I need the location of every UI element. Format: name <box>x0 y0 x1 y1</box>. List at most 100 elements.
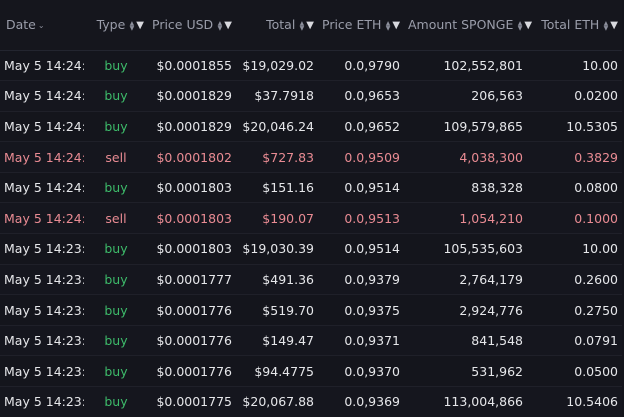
price-eth-cell: 0.0,9369 <box>318 386 404 417</box>
type-cell: sell <box>84 202 148 235</box>
table-row[interactable]: May 5 14:23:11buy$0.0001776$94.47750.0,9… <box>0 355 622 388</box>
sort-icon[interactable]: ▲ ▼ <box>385 19 391 32</box>
filter-icon[interactable]: ▼ <box>610 19 618 31</box>
price-eth-cell: 0.0,9370 <box>318 355 404 388</box>
total-eth-cell: 0.0800 <box>527 172 622 204</box>
filter-icon[interactable]: ▼ <box>524 19 533 31</box>
table-row[interactable]: May 5 14:24:47buy$0.0001829$37.79180.0,9… <box>0 80 622 112</box>
amount-cell: 105,535,603 <box>404 233 527 265</box>
column-header-amount[interactable]: Amount SPONGE ▲ ▼ ▼ <box>404 0 532 51</box>
amount-cell: 1,054,210 <box>404 202 527 235</box>
date-cell: May 5 14:24:47 <box>0 111 84 143</box>
price-eth-cell: 0.0,9379 <box>318 264 404 296</box>
total-eth-cell: 10.00 <box>527 233 622 265</box>
total-cell: $37.7918 <box>232 80 318 112</box>
amount-cell: 2,924,776 <box>404 294 527 326</box>
column-header-total-eth[interactable]: Total ETH ▲ ▼ ▼ <box>527 0 622 51</box>
price-eth-cell: 0.0,9514 <box>318 233 404 265</box>
column-header-total[interactable]: Total ▲ ▼ ▼ <box>232 0 318 51</box>
table-row[interactable]: May 5 14:24:47buy$0.0001829$20,046.240.0… <box>0 111 622 143</box>
date-cell: May 5 14:23:23 <box>0 325 84 357</box>
column-header-date[interactable]: Date ⌄ <box>0 0 84 51</box>
column-header-label: Amount SPONGE <box>408 17 514 33</box>
price-usd-cell: $0.0001777 <box>148 264 232 296</box>
date-cell: May 5 14:24:35 <box>0 172 84 204</box>
total-cell: $94.4775 <box>232 355 318 388</box>
total-cell: $190.07 <box>232 202 318 235</box>
sort-icon[interactable]: ▲ ▼ <box>129 19 135 32</box>
price-eth-cell: 0.0,9652 <box>318 111 404 143</box>
amount-cell: 102,552,801 <box>404 50 527 82</box>
date-cell: May 5 14:24:59 <box>0 50 84 82</box>
type-cell: buy <box>84 355 148 388</box>
filter-icon[interactable]: ▼ <box>306 19 314 31</box>
total-eth-cell: 0.0500 <box>527 355 622 388</box>
amount-cell: 841,548 <box>404 325 527 357</box>
table-row[interactable]: May 5 14:23:23buy$0.0001777$491.360.0,93… <box>0 264 622 296</box>
amount-cell: 113,004,866 <box>404 386 527 417</box>
type-cell: buy <box>84 294 148 326</box>
total-eth-cell: 10.5406 <box>527 386 622 417</box>
price-usd-cell: $0.0001802 <box>148 141 232 173</box>
sort-icon[interactable]: ▲ ▼ <box>517 19 523 32</box>
price-eth-cell: 0.0,9509 <box>318 141 404 173</box>
date-cell: May 5 14:23:11 <box>0 386 84 417</box>
sort-icon[interactable]: ▲ ▼ <box>299 19 305 32</box>
amount-cell: 4,038,300 <box>404 141 527 173</box>
table-header: Date ⌄ Type ▲ ▼ ▼ Price USD ▲ ▼ ▼ Total ▲ ▼ ▼ Pric… <box>0 0 622 51</box>
total-eth-cell: 0.3829 <box>527 141 622 173</box>
date-cell: May 5 14:23:11 <box>0 355 84 388</box>
header-row: Date ⌄ Type ▲ ▼ ▼ Price USD ▲ ▼ ▼ Total ▲ ▼ ▼ Pric… <box>0 0 622 51</box>
price-eth-cell: 0.0,9653 <box>318 80 404 112</box>
column-header-price-eth[interactable]: Price ETH ▲ ▼ ▼ <box>318 0 404 51</box>
table-row[interactable]: May 5 14:23:23buy$0.0001776$519.700.0,93… <box>0 294 622 326</box>
filter-icon[interactable]: ▼ <box>392 19 401 31</box>
filter-icon[interactable]: ▼ <box>224 19 232 31</box>
table-row[interactable]: May 5 14:24:35buy$0.0001803$151.160.0,95… <box>0 172 622 204</box>
date-cell: May 5 14:24:47 <box>0 80 84 112</box>
amount-cell: 206,563 <box>404 80 527 112</box>
chevron-down-icon[interactable]: ⌄ <box>37 20 45 30</box>
amount-cell: 531,962 <box>404 355 527 388</box>
price-usd-cell: $0.0001855 <box>148 50 232 82</box>
date-cell: May 5 14:24:11 <box>0 202 84 235</box>
table-row[interactable]: May 5 14:23:23buy$0.0001776$149.470.0,93… <box>0 325 622 357</box>
column-header-label: Total <box>266 17 296 33</box>
table-row[interactable]: May 5 14:23:59buy$0.0001803$19,030.390.0… <box>0 233 622 265</box>
total-eth-cell: 0.0200 <box>527 80 622 112</box>
total-cell: $19,029.02 <box>232 50 318 82</box>
column-header-label: Price ETH <box>322 17 382 33</box>
total-eth-cell: 0.1000 <box>527 202 622 235</box>
column-header-type[interactable]: Type ▲ ▼ ▼ <box>84 0 148 51</box>
price-usd-cell: $0.0001803 <box>148 202 232 235</box>
total-eth-cell: 0.0791 <box>527 325 622 357</box>
column-header-label: Price USD <box>152 17 214 33</box>
price-usd-cell: $0.0001775 <box>148 386 232 417</box>
sort-icon[interactable]: ▲ ▼ <box>603 19 609 32</box>
total-eth-cell: 10.00 <box>527 50 622 82</box>
total-cell: $20,046.24 <box>232 111 318 143</box>
table-row[interactable]: May 5 14:24:59buy$0.0001855$19,029.020.0… <box>0 50 622 82</box>
price-eth-cell: 0.0,9375 <box>318 294 404 326</box>
price-usd-cell: $0.0001803 <box>148 233 232 265</box>
total-cell: $727.83 <box>232 141 318 173</box>
table-row[interactable]: May 5 14:23:11buy$0.0001775$20,067.880.0… <box>0 386 622 417</box>
table-row[interactable]: May 5 14:24:47sell$0.0001802$727.830.0,9… <box>0 141 622 173</box>
amount-cell: 109,579,865 <box>404 111 527 143</box>
column-header-label: Date <box>6 17 36 33</box>
type-cell: buy <box>84 386 148 417</box>
filter-icon[interactable]: ▼ <box>136 19 144 31</box>
price-usd-cell: $0.0001829 <box>148 111 232 143</box>
table-row[interactable]: May 5 14:24:11sell$0.0001803$190.070.0,9… <box>0 202 622 235</box>
price-usd-cell: $0.0001829 <box>148 80 232 112</box>
total-eth-cell: 0.2750 <box>527 294 622 326</box>
date-cell: May 5 14:24:47 <box>0 141 84 173</box>
date-cell: May 5 14:23:23 <box>0 264 84 296</box>
sort-icon[interactable]: ▲ ▼ <box>217 19 223 32</box>
column-header-price-usd[interactable]: Price USD ▲ ▼ ▼ <box>148 0 232 51</box>
price-usd-cell: $0.0001776 <box>148 355 232 388</box>
type-cell: buy <box>84 325 148 357</box>
type-cell: buy <box>84 264 148 296</box>
